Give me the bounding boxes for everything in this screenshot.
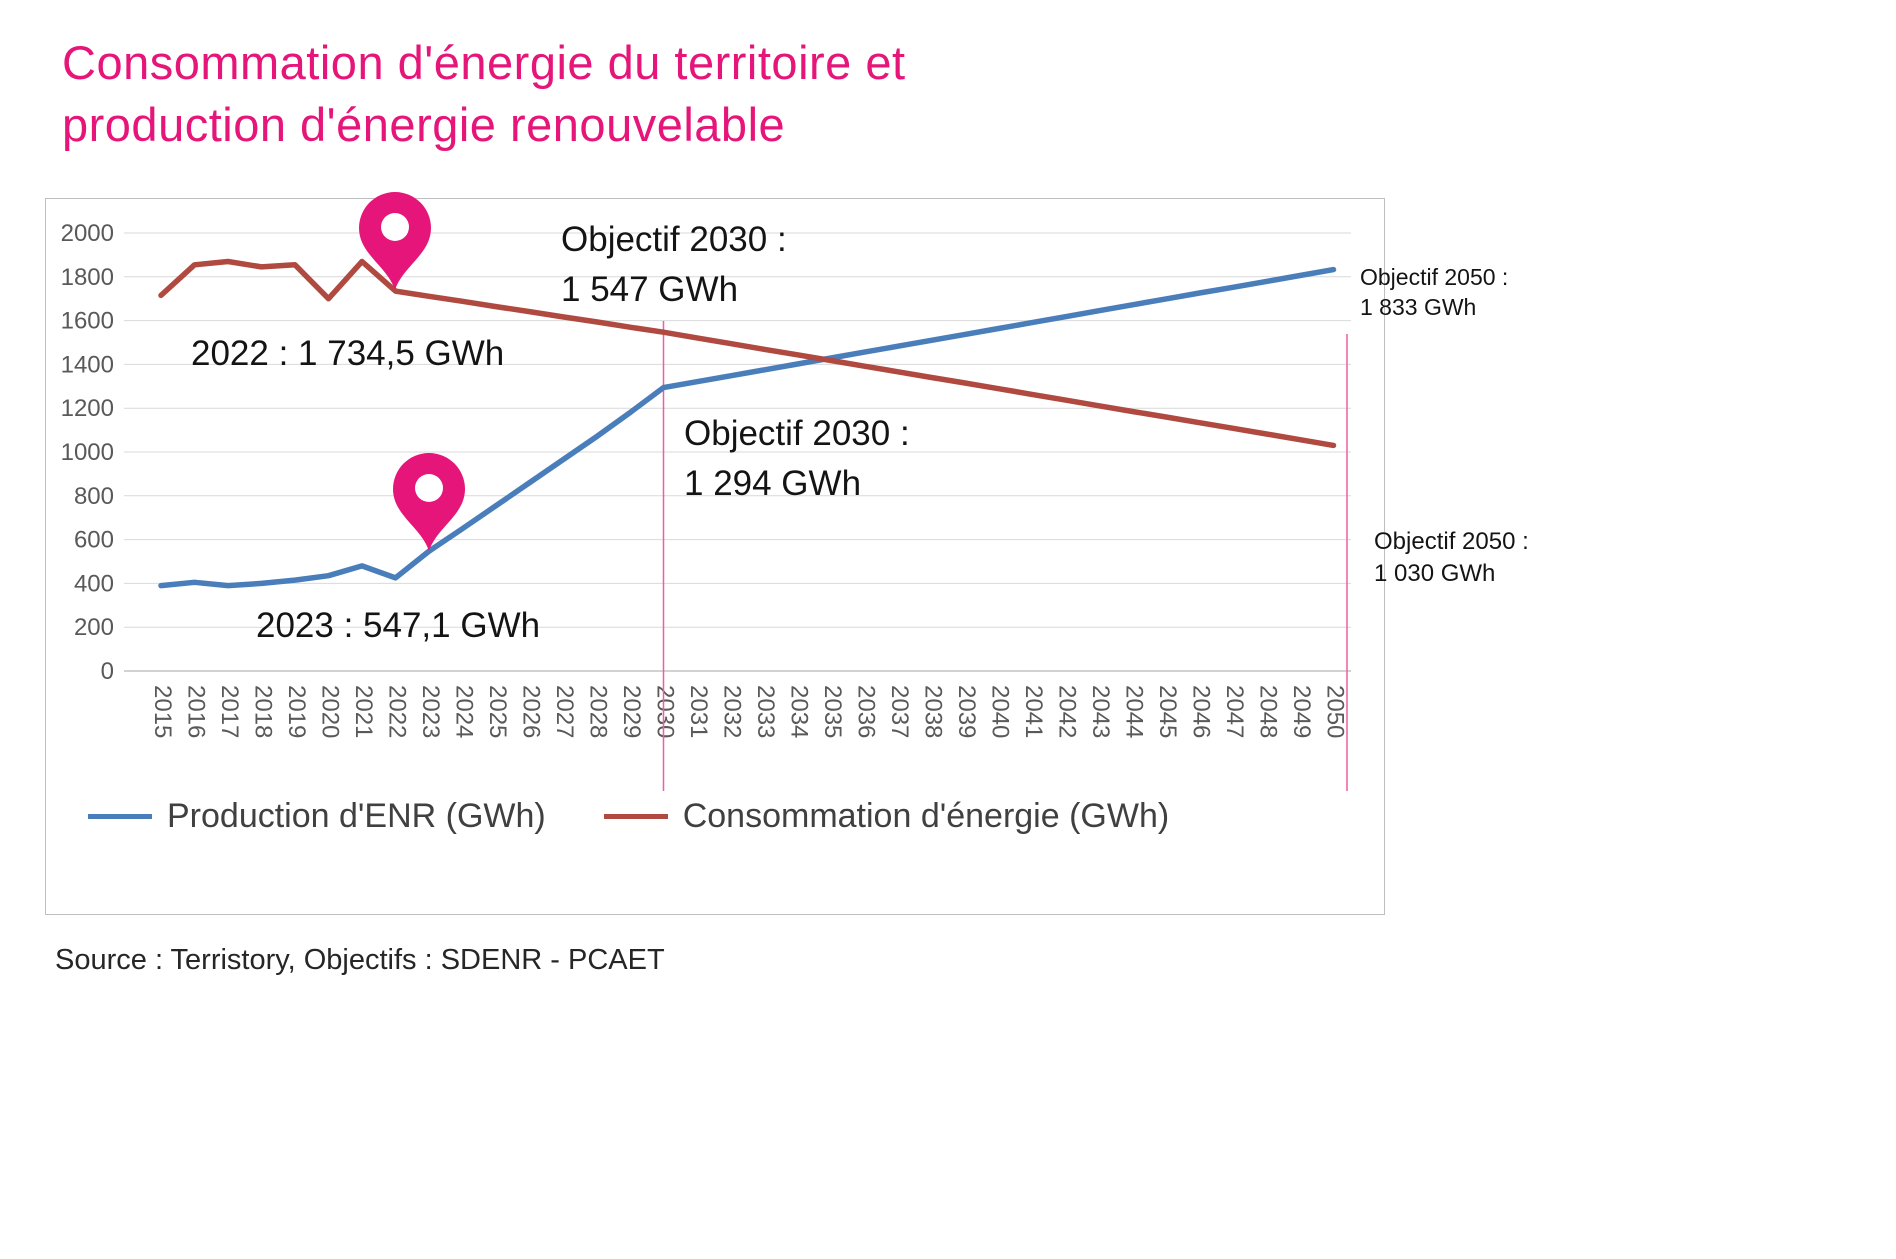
series-line-consommation: [158, 258, 1337, 449]
source-note: Source : Terristory, Objectifs : SDENR -…: [55, 944, 665, 976]
legend-item-production: Production d'ENR (GWh): [88, 797, 546, 836]
x-axis-label: 2043: [1087, 685, 1114, 738]
x-axis-label: 2048: [1255, 685, 1282, 738]
x-axis-label: 2027: [551, 685, 578, 738]
y-axis-label: 200: [74, 614, 114, 641]
y-axis-label: 0: [101, 658, 114, 685]
legend-line-consommation: [603, 814, 668, 819]
page-title: Consommation d'énergie du territoire et …: [62, 32, 906, 156]
legend-label-production: Production d'ENR (GWh): [167, 797, 546, 835]
annotation-line: 1 294 GWh: [684, 463, 862, 503]
annotation-2022-value: 2022 : 1 734,5 GWh: [191, 334, 505, 373]
x-axis-label: 2031: [685, 685, 712, 738]
x-axis-label: 2039: [953, 685, 980, 738]
annotation-2023-value: 2023 : 547,1 GWh: [256, 606, 541, 645]
y-axis-label: 1400: [61, 351, 114, 378]
x-axis-label: 2026: [518, 685, 545, 738]
x-axis-label: 2037: [886, 685, 913, 738]
chart-container: 0 200 400 600 800 1000 1200 1400 1600 1800 2000 201…: [45, 192, 1385, 915]
y-axis-label: 600: [74, 527, 114, 554]
page-title-line2: production d'énergie renouvelable: [62, 98, 786, 152]
annotation-line: 1 030 GWh: [1374, 559, 1496, 587]
annotation-line: Objectif 2050 :: [1360, 264, 1509, 290]
page-title-line1: Consommation d'énergie du territoire et: [62, 36, 906, 89]
y-axis-label: 2000: [61, 220, 114, 247]
x-axis-label: 2024: [451, 685, 478, 738]
x-axis-label: 2045: [1154, 685, 1181, 738]
legend-item-consommation: Consommation d'énergie (GWh): [603, 797, 1170, 836]
legend-label-consommation: Consommation d'énergie (GWh): [682, 797, 1170, 835]
annotation-line: Objectif 2030 :: [561, 220, 787, 259]
series-line-production: [158, 266, 1337, 589]
annotation-objectif-2030-production: Objectif 2030 : 1 294 GWh: [684, 409, 910, 508]
y-axis-label: 1600: [61, 308, 114, 335]
annotation-line: Objectif 2030 :: [684, 414, 910, 453]
x-axis-label: 2046: [1188, 685, 1215, 738]
chart-legend: Production d'ENR (GWh) Consommation d'én…: [88, 797, 1169, 836]
x-axis-label: 2029: [618, 685, 645, 738]
x-axis-label: 2022: [384, 685, 411, 738]
x-axis-label: 2035: [819, 685, 846, 738]
annotation-objectif-2050-consommation: Objectif 2050 : 1 030 GWh: [1374, 526, 1529, 589]
x-axis-label: 2030: [652, 685, 679, 738]
annotation-objectif-2030-consommation: Objectif 2030 : 1 547 GWh: [561, 215, 787, 314]
x-axis-label: 2032: [719, 685, 746, 738]
x-axis-label: 2015: [149, 685, 176, 738]
x-axis-label: 2040: [987, 685, 1014, 738]
x-axis-label: 2036: [853, 685, 880, 738]
map-pin-2023-icon: [393, 453, 465, 551]
x-axis-label: 2023: [417, 685, 444, 738]
x-axis-label: 2042: [1054, 685, 1081, 738]
x-axis-label: 2017: [216, 685, 243, 738]
y-axis-label: 800: [74, 483, 114, 510]
x-axis-label: 2047: [1221, 685, 1248, 738]
annotation-objectif-2050-production: Objectif 2050 : 1 833 GWh: [1360, 262, 1508, 323]
x-axis-label: 2020: [317, 685, 344, 738]
x-axis-label: 2025: [484, 685, 511, 738]
annotation-line: Objectif 2050 :: [1374, 528, 1529, 555]
y-axis-label: 400: [74, 570, 114, 597]
annotation-line: 1 833 GWh: [1360, 294, 1477, 321]
x-axis-label: 2044: [1121, 685, 1148, 738]
y-axis-label: 1800: [61, 264, 114, 291]
x-axis-label: 2028: [585, 685, 612, 738]
x-axis-label: 2016: [183, 685, 210, 738]
x-axis-label: 2019: [283, 685, 310, 738]
x-axis-label: 2038: [920, 685, 947, 738]
x-axis-label: 2033: [752, 685, 779, 738]
map-pin-2022-icon: [359, 192, 431, 290]
x-axis-label: 2021: [350, 685, 377, 738]
x-axis-label: 2018: [250, 685, 277, 738]
x-axis-label: 2041: [1020, 685, 1047, 738]
x-axis-label: 2050: [1322, 685, 1349, 738]
x-axis-label: 2049: [1288, 685, 1315, 738]
legend-line-production: [88, 814, 152, 819]
line-chart: 0 200 400 600 800 1000 1200 1400 1600 1800 2000 201…: [61, 220, 1351, 791]
y-axis-label: 1200: [61, 395, 114, 422]
annotation-line: 1 547 GWh: [561, 269, 739, 309]
y-axis-label: 1000: [61, 439, 114, 466]
x-axis-label: 2034: [786, 685, 813, 738]
